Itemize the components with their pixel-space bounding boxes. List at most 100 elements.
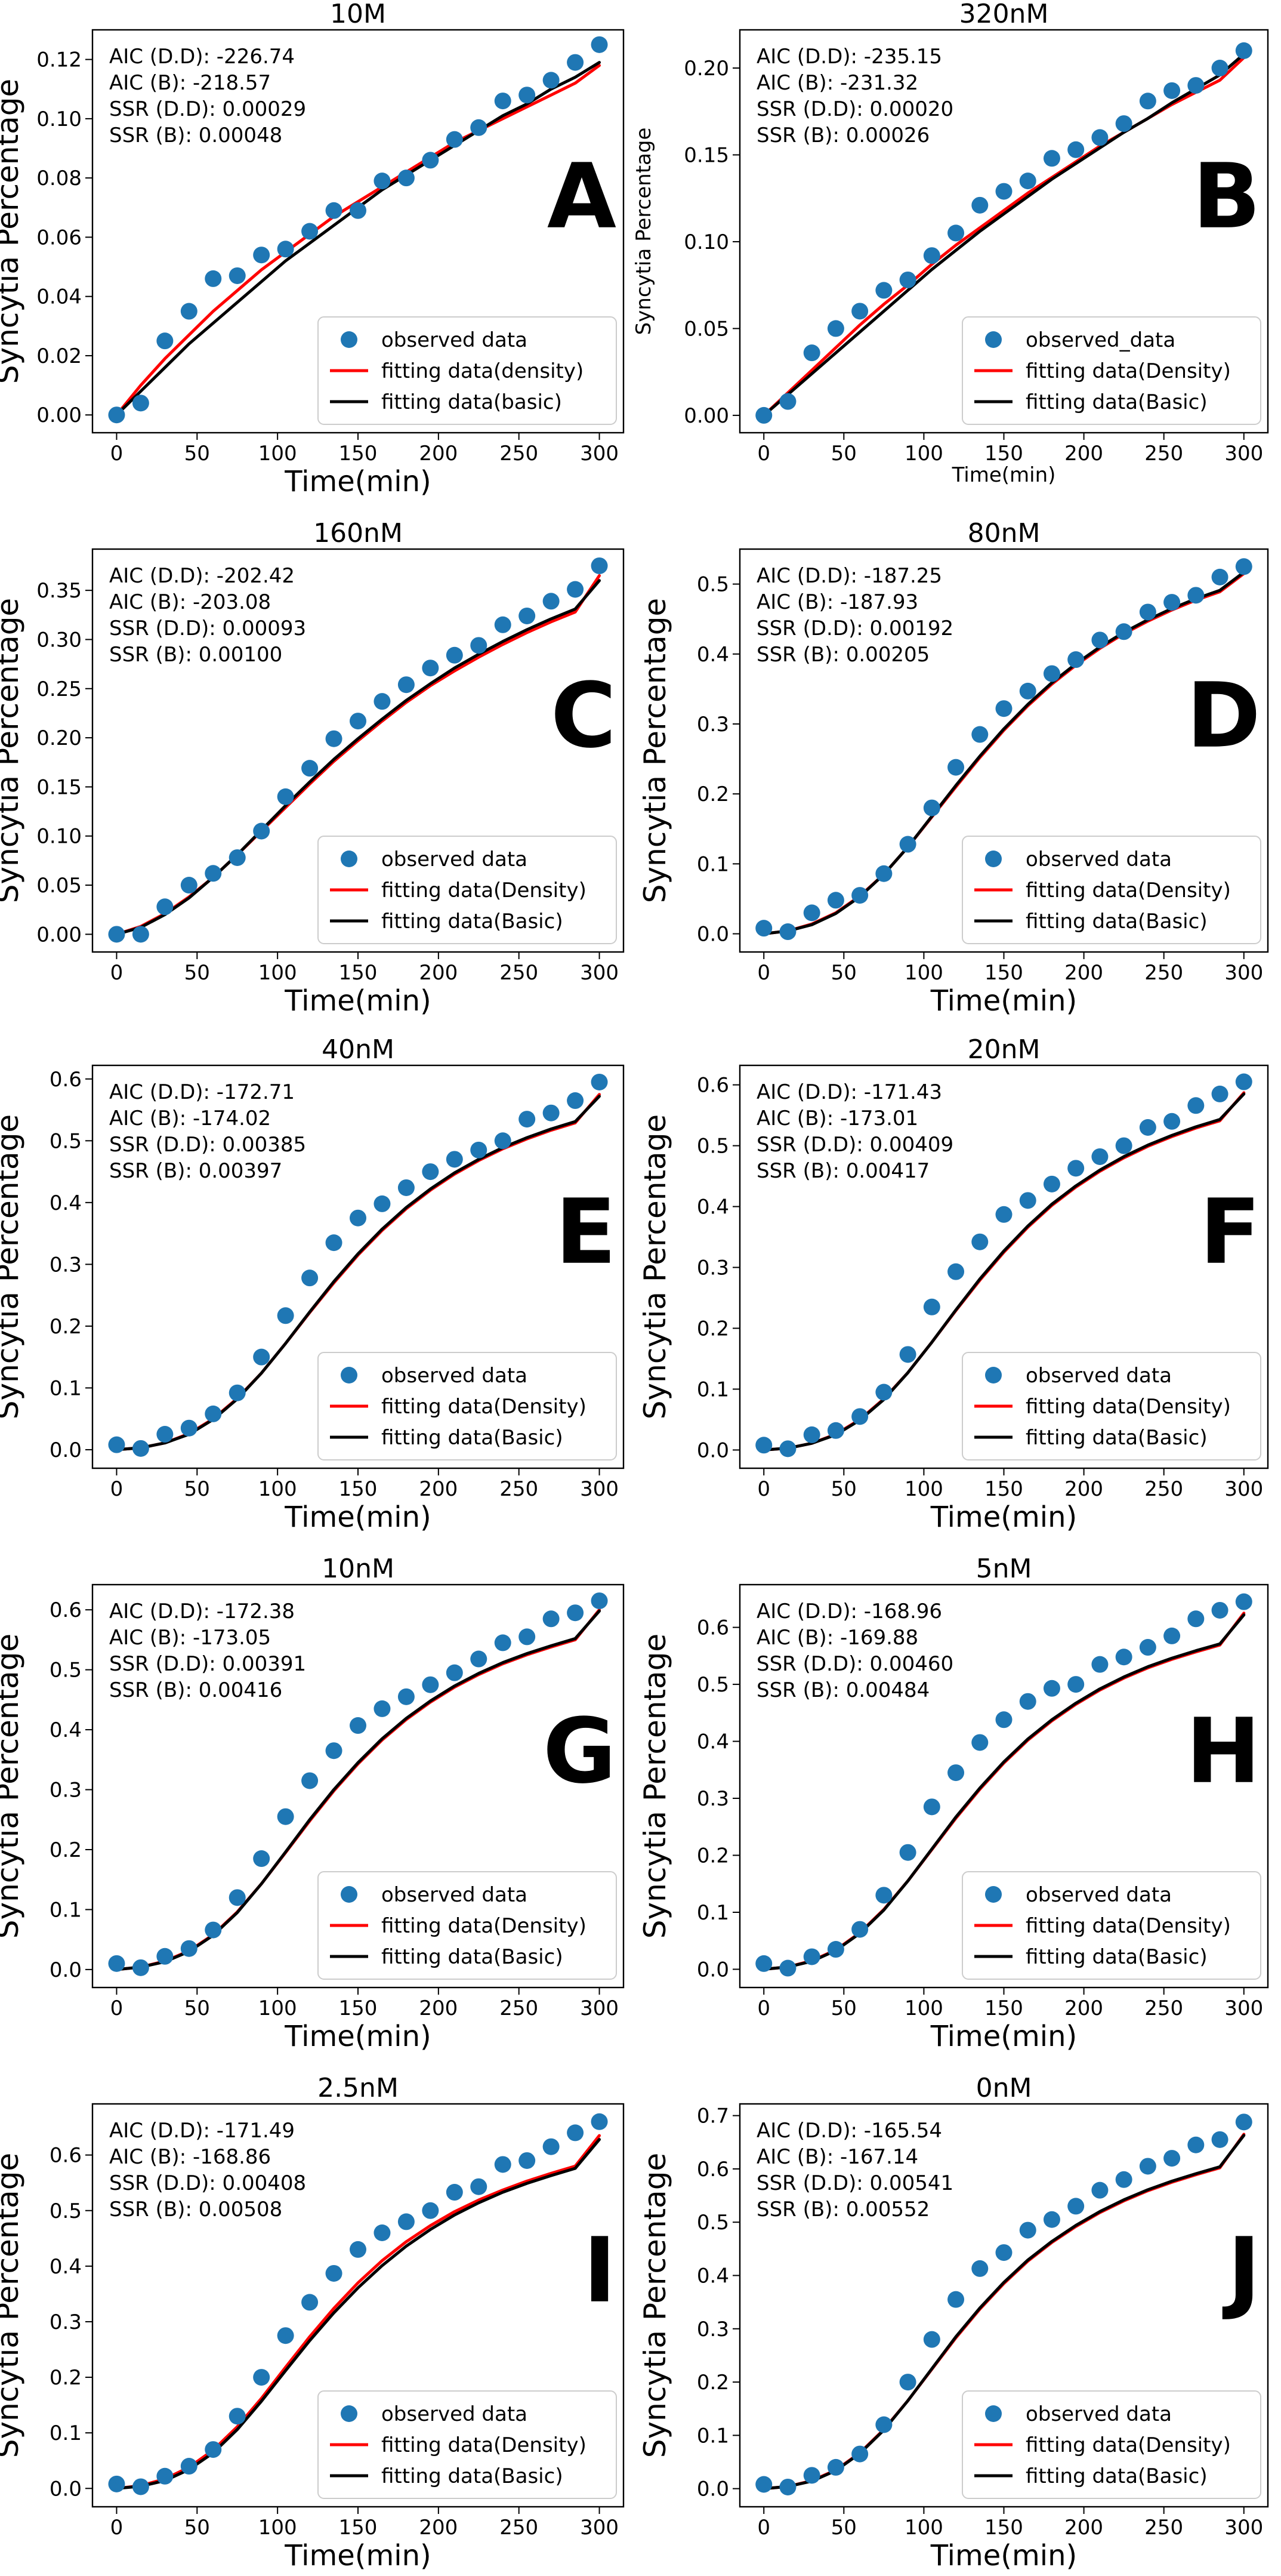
observed-point xyxy=(301,223,319,240)
x-axis-label: Time(min) xyxy=(284,2020,431,2053)
stat-annotation: SSR (D.D): 0.00093 xyxy=(109,617,306,640)
observed-point xyxy=(875,865,893,882)
x-tick-label: 0 xyxy=(757,1996,770,2020)
observed-point xyxy=(1043,1680,1060,1697)
observed-point xyxy=(803,344,820,362)
observed-point xyxy=(301,1269,319,1287)
legend-box xyxy=(317,1871,617,1980)
y-tick-label: 0.5 xyxy=(50,2199,82,2223)
panel-c: 160nM 0 50 100 150 200 250 300 0.00 0.05 0.10 0.15 0… xyxy=(0,518,625,1018)
stat-annotation: SSR (B): 0.00205 xyxy=(757,643,930,667)
observed-point xyxy=(494,93,511,110)
x-axis-label: Time(min) xyxy=(284,984,431,1018)
observed-point xyxy=(397,2213,415,2230)
observed-point xyxy=(591,1592,608,1610)
x-tick-label: 250 xyxy=(499,1996,538,2020)
y-tick-label: 0.0 xyxy=(697,923,729,947)
x-tick-label: 0 xyxy=(110,1477,124,1501)
observed-point xyxy=(156,2467,174,2485)
observed-point xyxy=(827,892,844,909)
legend-label: observed data xyxy=(1026,2402,1172,2426)
stat-annotation: AIC (B): -231.32 xyxy=(757,71,918,95)
observed-point xyxy=(755,1437,773,1454)
observed-point xyxy=(494,616,511,633)
observed-point xyxy=(397,1688,415,1705)
observed-point xyxy=(591,36,608,53)
observed-point xyxy=(755,920,773,937)
observed-point xyxy=(350,2241,366,2258)
y-axis-label: Syncytia Percentage xyxy=(0,2153,25,2458)
observed-point xyxy=(518,87,536,104)
panel-letter: J xyxy=(1222,2219,1261,2323)
observed-point xyxy=(971,726,989,743)
observed-point xyxy=(899,2374,916,2391)
y-tick-label: 0.15 xyxy=(36,775,82,799)
observed-point xyxy=(180,2458,197,2475)
y-tick-label: 0.1 xyxy=(697,852,729,876)
observed-point xyxy=(277,2327,294,2344)
y-tick-label: 0.4 xyxy=(50,1191,82,1215)
y-axis-label: Syncytia Percentage xyxy=(632,128,656,335)
y-tick-label: 0.0 xyxy=(697,1438,729,1462)
x-tick-label: 300 xyxy=(580,442,619,466)
y-tick-label: 0.0 xyxy=(697,2478,729,2501)
observed-point xyxy=(542,1104,560,1121)
legend-box xyxy=(962,316,1261,425)
observed-point xyxy=(180,1940,197,1957)
y-tick-label: 0.3 xyxy=(697,1787,729,1811)
observed-point xyxy=(1091,2181,1109,2199)
panel-title: 40nM xyxy=(322,1034,394,1065)
observed-point xyxy=(229,1384,246,1401)
stat-annotation: AIC (B): -173.01 xyxy=(757,1107,918,1130)
x-tick-label: 0 xyxy=(110,961,124,985)
observed-point xyxy=(470,1650,487,1668)
stat-annotation: SSR (B): 0.00100 xyxy=(109,643,282,667)
observed-point xyxy=(156,332,174,350)
observed-point xyxy=(923,799,940,816)
legend-label: fitting data(Density) xyxy=(1026,879,1231,902)
observed-point xyxy=(325,1742,342,1760)
observed-point xyxy=(947,2291,965,2308)
x-tick-label: 200 xyxy=(419,442,458,466)
legend-marker xyxy=(341,1886,357,1903)
x-axis-label: Time(min) xyxy=(952,463,1056,487)
observed-point xyxy=(923,247,940,264)
y-tick-label: 0.0 xyxy=(50,1438,82,1462)
y-tick-label: 0.3 xyxy=(50,1253,82,1277)
x-tick-label: 50 xyxy=(184,442,210,466)
observed-point xyxy=(277,241,294,258)
y-tick-label: 0.1 xyxy=(697,1901,729,1925)
x-tick-label: 100 xyxy=(258,1477,297,1501)
observed-point xyxy=(779,923,797,941)
series-line-1 xyxy=(115,64,601,417)
legend-label: fitting data(Basic) xyxy=(381,1426,563,1450)
legend-label: fitting data(Basic) xyxy=(1026,1426,1208,1450)
observed-point xyxy=(851,887,869,904)
observed-point xyxy=(567,1604,584,1622)
legend-marker xyxy=(985,1367,1002,1383)
observed-point xyxy=(1115,2171,1132,2188)
legend-label: observed data xyxy=(1026,1883,1172,1907)
observed-point xyxy=(923,1298,940,1315)
observed-point xyxy=(350,202,366,219)
observed-point xyxy=(470,2178,487,2195)
observed-point xyxy=(567,581,584,598)
x-tick-label: 0 xyxy=(110,2516,124,2540)
observed-point xyxy=(755,406,773,424)
x-axis-label: Time(min) xyxy=(930,984,1077,1018)
legend-marker xyxy=(341,2405,357,2422)
observed-point xyxy=(1019,1693,1036,1710)
observed-point xyxy=(779,1959,797,1977)
y-tick-label: 0.35 xyxy=(36,579,82,603)
observed-point xyxy=(1211,2131,1228,2148)
legend-label: observed data xyxy=(381,328,527,352)
observed-point xyxy=(875,282,893,299)
stat-annotation: AIC (B): -174.02 xyxy=(109,1107,271,1130)
y-tick-label: 0.1 xyxy=(50,2421,82,2445)
x-tick-label: 100 xyxy=(258,1996,297,2020)
x-tick-label: 300 xyxy=(1224,1996,1263,2020)
observed-point xyxy=(350,1209,366,1227)
observed-point xyxy=(803,1948,820,1965)
